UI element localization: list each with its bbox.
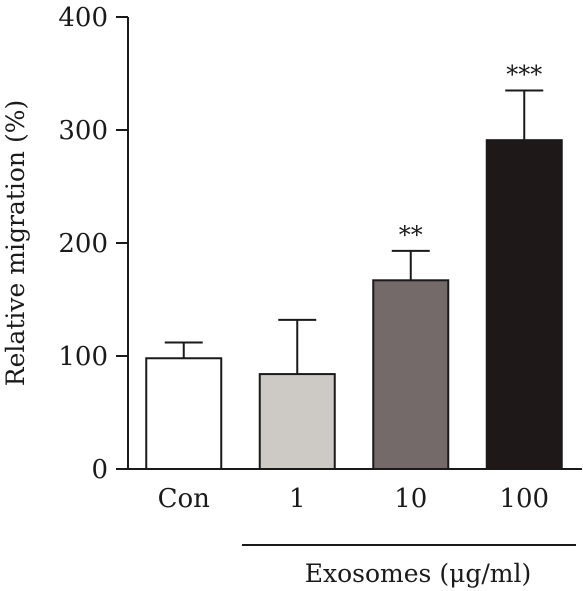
significance-label: ** [399,221,423,249]
y-tick-label: 200 [58,229,108,259]
y-tick-label: 100 [58,342,108,372]
bars: ***** [145,60,563,471]
significance-label: *** [506,60,542,88]
x-tick-label: Con [158,484,211,514]
y-tick-label: 0 [91,455,108,485]
y-tick-label: 400 [58,3,108,33]
bar [258,373,336,470]
bar [485,139,563,470]
x-axis: Con 1 10 100 [128,468,582,514]
bar [372,279,450,471]
x-tick-label: 1 [289,484,306,514]
y-axis-title: Relative migration (%) [1,100,30,386]
x-tick-label: 10 [394,484,427,514]
x-tick-label: 100 [499,484,549,514]
bar [145,357,223,471]
y-axis: 0 100 200 300 400 [58,3,129,485]
y-tick-label: 300 [58,116,108,146]
group-label: Exosomes (μg/ml) [305,559,531,588]
